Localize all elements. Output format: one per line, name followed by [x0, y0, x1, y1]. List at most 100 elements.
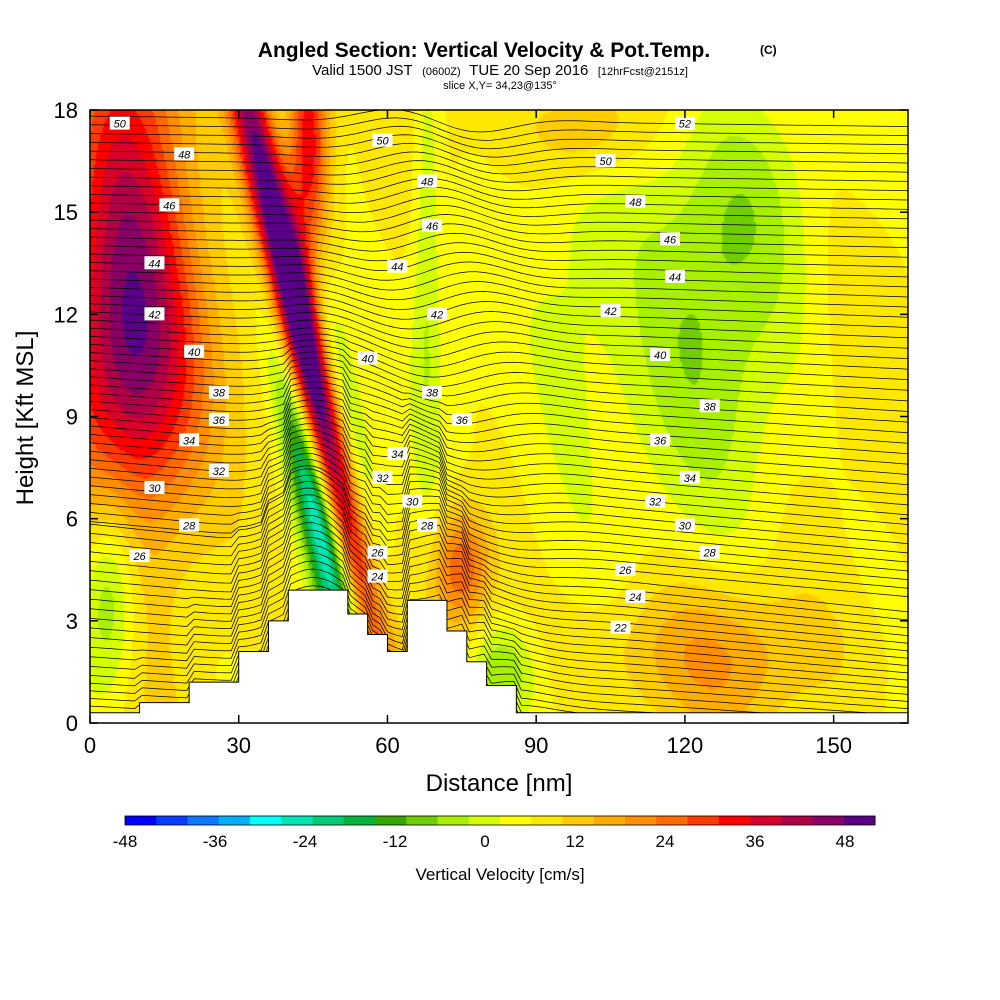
- colorbar-swatch: [156, 816, 188, 825]
- colorbar-swatch: [718, 816, 751, 825]
- contour-label-text: 28: [182, 520, 196, 532]
- contour-label-text: 38: [704, 401, 717, 413]
- isentrope-line: [90, 251, 908, 278]
- contour-label-text: 46: [163, 200, 176, 212]
- contour-label: 28: [699, 545, 720, 560]
- contour-label-bg: [650, 348, 671, 362]
- isentrope-line: [90, 494, 908, 644]
- contour-label: 38: [208, 385, 229, 400]
- contour-label: 40: [357, 351, 378, 366]
- contour-label-bg: [387, 446, 408, 460]
- terrain: [90, 589, 908, 723]
- isentrope-line: [90, 411, 908, 516]
- isentrope-line: [90, 186, 908, 210]
- isentrope-line: [90, 295, 908, 328]
- contour-label-text: 36: [456, 415, 469, 427]
- contour-label: 32: [208, 463, 229, 478]
- contour-label-text: 36: [213, 415, 226, 427]
- contour-label-text: 48: [421, 177, 434, 189]
- isentrope-line: [90, 311, 908, 349]
- contour-label: 32: [645, 494, 666, 509]
- chart-subtitle: Valid 1500 JST (0600Z) TUE 20 Sep 2016 […: [312, 62, 688, 79]
- isentrope-line: [90, 134, 908, 158]
- contour-label-text: 48: [629, 197, 642, 209]
- contour-label: 36: [451, 412, 472, 427]
- contour-label-text: 34: [183, 435, 195, 447]
- isentrope-line: [90, 125, 908, 150]
- contour-label: 44: [387, 259, 408, 274]
- isentrope-line: [90, 508, 908, 659]
- contour-label-text: 40: [188, 347, 201, 359]
- colorbar-swatch: [375, 816, 407, 825]
- contour-label-text: 26: [618, 565, 632, 577]
- contour-label-text: 50: [376, 136, 389, 148]
- contour-label-text: 30: [148, 483, 161, 495]
- contour-label-bg: [422, 218, 443, 232]
- isentrope-line: [90, 232, 908, 258]
- contour-label-bg: [674, 116, 695, 130]
- contour-label-text: 32: [649, 497, 661, 509]
- isentrope-line: [90, 393, 908, 486]
- colorbar-swatch: [687, 816, 720, 825]
- x-tick-label: 90: [524, 733, 548, 758]
- isentrope-line: [90, 465, 908, 598]
- contour-label-text: 24: [370, 572, 383, 584]
- isentrope-line: [90, 447, 908, 572]
- isentrope-line: [90, 168, 908, 192]
- isentrope-line: [90, 333, 908, 381]
- contour-label: 30: [402, 494, 423, 509]
- contour-label-text: 48: [178, 149, 191, 161]
- colorbar-tick-label: 24: [656, 832, 675, 851]
- isentrope-line: [90, 544, 908, 695]
- potential-temperature-contours: [90, 110, 908, 723]
- contour-label-bg: [184, 344, 205, 358]
- contour-label-bg: [159, 198, 180, 212]
- colorbar-swatch: [562, 816, 595, 825]
- colorbar-swatch: [281, 816, 313, 825]
- contour-label-bg: [699, 545, 720, 559]
- contour-label-bg: [387, 259, 408, 273]
- colorbar-tick-label: 0: [480, 832, 489, 851]
- chart-title: Angled Section: Vertical Velocity & Pot.…: [258, 39, 710, 62]
- contour-label-bg: [144, 481, 165, 495]
- isentrope-line: [90, 522, 908, 674]
- contour-label: 28: [417, 518, 438, 532]
- contour-label: 50: [109, 116, 130, 131]
- contour-label-text: 26: [370, 548, 384, 560]
- isentrope-line: [90, 261, 908, 288]
- contour-label-bg: [179, 433, 200, 447]
- contour-label-bg: [610, 620, 631, 634]
- y-axis-label: Height [Kft MSL]: [12, 331, 39, 506]
- contour-label: 44: [664, 269, 685, 284]
- contour-label-text: 46: [426, 221, 439, 233]
- contour-label: 26: [615, 562, 636, 577]
- contour-label: 42: [144, 307, 165, 321]
- contour-label: 50: [595, 154, 616, 168]
- isentrope-line: [90, 204, 908, 229]
- contour-label: 40: [650, 348, 671, 362]
- contour-label: 28: [179, 518, 200, 532]
- contour-label-bg: [422, 385, 443, 399]
- isentrope-line: [90, 214, 908, 239]
- isentrope-line: [90, 429, 908, 545]
- contour-label: 40: [184, 344, 205, 359]
- contour-label-text: 40: [361, 354, 374, 366]
- isentrope-line: [90, 345, 908, 402]
- contour-label-bg: [427, 307, 448, 321]
- contour-label-text: 28: [420, 520, 434, 532]
- colorbar-swatch: [500, 816, 532, 825]
- x-tick-label: 150: [815, 733, 852, 758]
- contour-label: 30: [674, 518, 695, 532]
- contour-label: 42: [427, 307, 448, 321]
- contour-label: 38: [422, 385, 443, 400]
- y-tick-label: 12: [54, 302, 78, 327]
- isentrope-line: [90, 441, 908, 563]
- contour-label-text: 40: [654, 350, 667, 362]
- colorbar-tick-label: -12: [383, 832, 408, 851]
- contour-label-bg: [208, 463, 229, 477]
- contour-label: 30: [144, 481, 165, 495]
- subtitle-utc-time: (0600Z): [422, 66, 461, 78]
- isentrope-line: [90, 568, 908, 717]
- contour-label: 44: [144, 256, 165, 270]
